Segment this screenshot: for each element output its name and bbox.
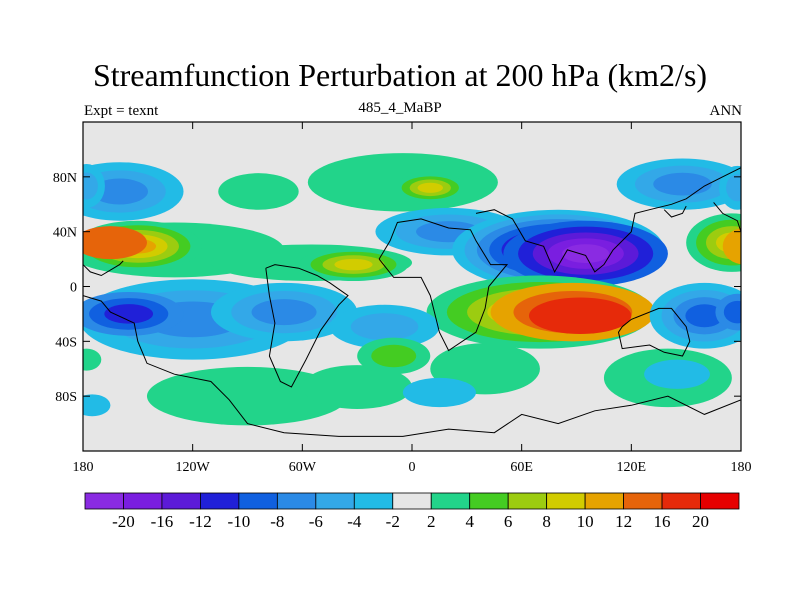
colorbar-swatch — [700, 492, 740, 510]
contour-band — [726, 174, 741, 202]
colorbar-label: 4 — [465, 512, 474, 531]
colorbar-swatch — [430, 492, 471, 510]
contour-band — [722, 228, 741, 265]
colorbar-swatch — [315, 492, 355, 510]
colorbar-swatch — [623, 492, 663, 510]
colorbar-label: -8 — [270, 512, 284, 531]
colorbar-swatch — [353, 492, 394, 510]
contour-band — [723, 300, 741, 324]
colorbar-swatch — [200, 492, 240, 510]
coastline — [83, 260, 124, 277]
coastline-outline — [83, 167, 741, 437]
colorbar-swatch — [584, 492, 624, 510]
contour-band — [83, 394, 111, 417]
colorbar-label: -20 — [112, 512, 135, 531]
x-tick-label: 60W — [289, 460, 317, 475]
x-tick-label: 120E — [617, 460, 647, 475]
y-tick-label: 80S — [55, 390, 77, 405]
colorbar-swatch — [392, 492, 432, 510]
y-tick-label: 0 — [70, 281, 77, 296]
contour-band — [302, 365, 412, 409]
colorbar-label: -10 — [228, 512, 251, 531]
colorbar-swatch — [507, 492, 548, 510]
colorbar: -20 -16 -12 -10 -8 -6 -4 -2 2 4 6 8 10 12 16 20 — [84, 492, 740, 531]
contour-band — [104, 304, 154, 324]
contour-band — [417, 182, 443, 193]
y-tick-label: 40S — [55, 335, 77, 350]
contour-band — [83, 226, 147, 260]
colorbar-swatch — [123, 492, 163, 510]
colorbar-label: 20 — [692, 512, 709, 531]
coastline — [475, 167, 741, 274]
colorbar-label: 12 — [615, 512, 632, 531]
colorbar-swatch — [469, 492, 509, 510]
colorbar-swatch — [238, 492, 278, 510]
y-tick-label: 40N — [53, 226, 77, 241]
contour-band — [146, 366, 349, 426]
colorbar-swatch — [161, 492, 201, 510]
contour-band — [644, 359, 710, 389]
coastline — [83, 295, 741, 437]
contour-band — [218, 173, 299, 210]
y-tick-label: 80N — [53, 171, 77, 186]
coastline — [265, 264, 349, 388]
season-label: ANN — [709, 103, 743, 119]
run-label: 485_4_MaBP — [358, 100, 442, 116]
contour-band — [350, 313, 419, 341]
colorbar-label: 10 — [577, 512, 594, 531]
colorbar-swatch — [276, 492, 317, 510]
x-tick-label: 0 — [409, 460, 416, 475]
colorbar-swatch — [661, 492, 701, 510]
colorbar-swatch — [546, 492, 586, 510]
colorbar-swatch — [84, 492, 124, 510]
colorbar-label: 8 — [542, 512, 551, 531]
x-tick-label: 180 — [73, 460, 94, 475]
contour-band — [83, 172, 98, 200]
contour-band — [685, 304, 724, 328]
contour-field — [83, 122, 741, 451]
colorbar-label: -2 — [386, 512, 400, 531]
coastline — [617, 307, 691, 357]
colorbar-label: 16 — [654, 512, 671, 531]
colorbar-label: -12 — [189, 512, 212, 531]
colorbar-label: 2 — [427, 512, 436, 531]
coastline — [713, 202, 741, 232]
colorbar-label: 6 — [504, 512, 513, 531]
contour-band — [653, 172, 712, 196]
x-tick-label: 60E — [510, 460, 533, 475]
experiment-label: Expt = texnt — [84, 103, 159, 119]
x-tick-label: 180 — [731, 460, 752, 475]
colorbar-label: -4 — [347, 512, 362, 531]
chart-title: Streamfunction Perturbation at 200 hPa (… — [92, 57, 708, 93]
colorbar-label: -16 — [151, 512, 174, 531]
contour-band — [528, 297, 632, 335]
contour-band — [562, 244, 610, 263]
contour-band — [402, 377, 476, 408]
coastline — [663, 205, 687, 218]
axes: 180 120W 60W 0 60E 120E 180 80N 40N 0 40S 80S — [53, 122, 752, 475]
coastline — [378, 218, 509, 352]
contour-band — [251, 299, 317, 326]
contour-band — [371, 344, 417, 368]
colorbar-label: -6 — [309, 512, 323, 531]
contour-band — [91, 178, 148, 205]
contour-band — [334, 258, 373, 271]
contour-band — [83, 348, 102, 371]
x-tick-label: 120W — [176, 460, 211, 475]
